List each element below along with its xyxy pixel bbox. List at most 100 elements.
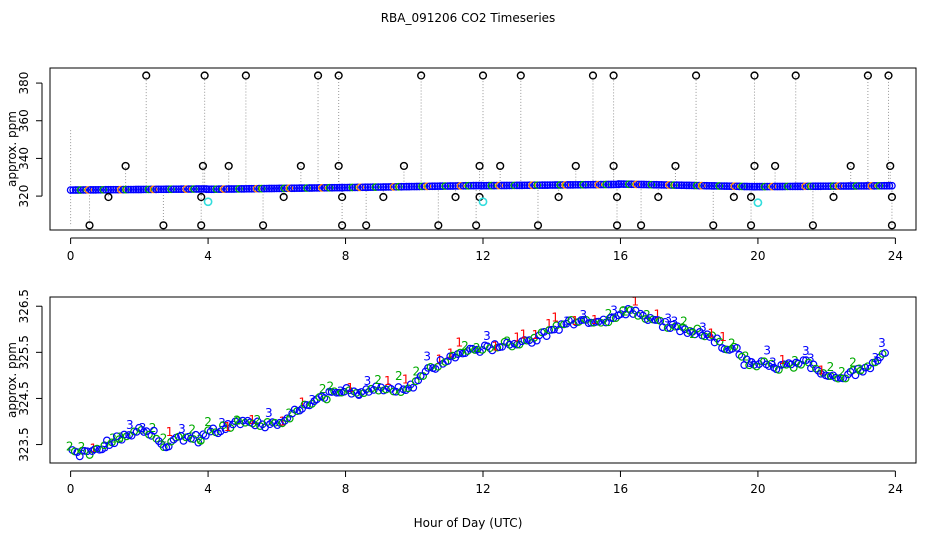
series-digit-marker: 3 (763, 343, 771, 357)
trend-point (858, 367, 867, 376)
baseline-point (566, 181, 575, 189)
baseline-point (134, 185, 143, 194)
baseline-point (490, 181, 498, 190)
baseline-point (520, 181, 529, 190)
high-outlier-point (241, 71, 250, 80)
baseline-point (877, 181, 886, 190)
baseline-point (71, 186, 80, 194)
series-digit-marker: 1 (455, 335, 463, 349)
baseline-point (682, 181, 691, 190)
baseline-point (308, 184, 316, 192)
trend-point (352, 388, 361, 397)
trend-point (251, 421, 260, 430)
trend-point (881, 349, 889, 357)
baseline-point (310, 184, 319, 192)
series-digit-marker: 2 (413, 364, 421, 378)
baseline-point (392, 182, 401, 191)
baseline-point (569, 181, 577, 189)
baseline-point (604, 180, 613, 189)
baseline-point (187, 185, 196, 193)
baseline-point (179, 185, 188, 193)
baseline-point (647, 180, 656, 189)
baseline-point (883, 181, 891, 190)
trend-point (634, 311, 642, 320)
baseline-point (485, 181, 493, 190)
trend-point (263, 418, 272, 426)
series-digit-marker: 3 (747, 356, 755, 370)
trend-point (278, 419, 287, 428)
baseline-point (735, 182, 744, 191)
cyan-calibration-point (203, 197, 213, 207)
high-outlier-point (750, 71, 759, 80)
trend-point (416, 372, 425, 380)
trend-point (683, 329, 692, 338)
series-digit-marker: 2 (160, 431, 168, 445)
baseline-point (285, 184, 294, 193)
high-outlier-point (863, 71, 872, 80)
baseline-point (672, 181, 681, 190)
baseline-point (497, 181, 506, 190)
series-digit-marker: 1 (631, 294, 639, 308)
top-x-tick-label: 24 (888, 249, 903, 263)
baseline-point (591, 180, 600, 189)
baseline-point (832, 182, 840, 190)
baseline-point (543, 181, 552, 189)
series-digit-marker: 1 (279, 414, 287, 428)
series-digit-marker: 2 (728, 336, 736, 350)
baseline-point (152, 185, 160, 194)
baseline-point (528, 181, 537, 190)
series-digit-marker: 2 (504, 334, 512, 348)
baseline-point (525, 181, 534, 190)
baseline-point (79, 186, 88, 194)
baseline-point (760, 182, 769, 191)
baseline-point (374, 183, 383, 191)
baseline-point (358, 183, 367, 192)
baseline-point (407, 182, 416, 191)
series-digit-marker: 1 (779, 353, 787, 367)
baseline-point (548, 181, 557, 189)
baseline-point (770, 182, 779, 191)
low-outlier-point (746, 192, 756, 202)
trend-point (626, 306, 635, 314)
baseline-point (382, 183, 390, 191)
trend-point (159, 443, 168, 452)
trend-point (812, 364, 820, 373)
baseline-point (257, 184, 266, 193)
baseline-point (502, 181, 511, 190)
baseline-point (415, 182, 424, 191)
baseline-point (707, 181, 716, 190)
baseline-point (614, 180, 623, 188)
baseline-point (428, 182, 437, 191)
trend-point (767, 359, 776, 368)
trend-point (110, 439, 119, 448)
series-digit-marker: 2 (849, 355, 857, 369)
mid-outlier-point (475, 161, 484, 171)
baseline-point (461, 181, 470, 190)
baseline-point (114, 185, 123, 194)
trend-point (167, 437, 176, 446)
high-outlier-point (516, 71, 525, 80)
baseline-point (164, 185, 173, 194)
trend-point (463, 347, 472, 355)
baseline-point (119, 185, 128, 194)
baseline-point (250, 184, 258, 193)
baseline-point (796, 182, 805, 191)
baseline-point (793, 182, 802, 191)
baseline-point (602, 180, 610, 189)
baseline-point (265, 184, 274, 193)
baseline-point (870, 182, 878, 190)
baseline-point (323, 183, 331, 192)
baseline-point (660, 181, 668, 189)
bottom-x-tick-label: 4 (204, 482, 212, 496)
baseline-point (252, 184, 261, 193)
baseline-point (700, 181, 709, 190)
baseline-point (467, 181, 475, 190)
baseline-point (438, 182, 447, 190)
series-digit-marker: 3 (178, 422, 186, 436)
baseline-point (122, 185, 130, 194)
baseline-point (597, 180, 605, 189)
trend-point (419, 372, 428, 380)
trend-point (676, 327, 684, 336)
series-digit-marker: 2 (791, 354, 799, 368)
x-axis-label: Hour of Day (UTC) (414, 516, 523, 530)
